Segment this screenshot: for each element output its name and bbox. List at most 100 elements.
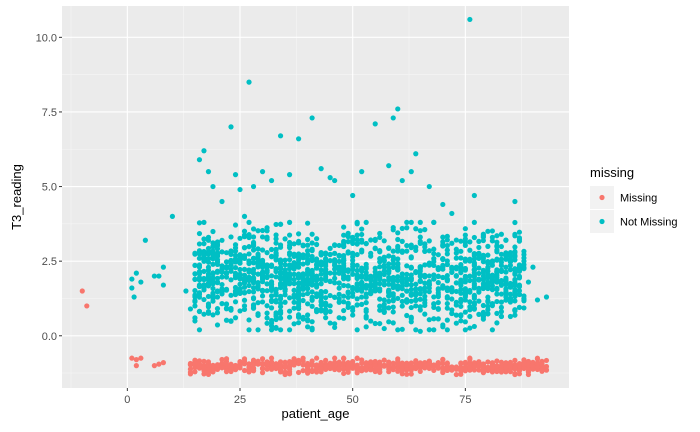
legend-swatch-not-missing bbox=[599, 218, 605, 225]
data-point bbox=[426, 317, 432, 323]
data-point bbox=[232, 264, 239, 271]
data-point bbox=[323, 300, 329, 306]
data-point bbox=[205, 301, 212, 307]
data-point bbox=[336, 285, 342, 291]
data-point bbox=[341, 224, 347, 230]
data-point bbox=[458, 296, 464, 302]
data-point bbox=[395, 256, 401, 262]
data-point bbox=[408, 265, 414, 271]
data-point bbox=[368, 318, 374, 324]
data-point bbox=[219, 249, 225, 255]
data-point bbox=[241, 255, 248, 261]
data-point bbox=[332, 366, 338, 373]
data-point bbox=[498, 277, 504, 284]
data-point bbox=[417, 273, 423, 279]
data-point bbox=[228, 248, 234, 254]
data-point bbox=[241, 279, 248, 285]
data-point bbox=[259, 299, 266, 305]
data-point bbox=[404, 288, 410, 294]
data-point bbox=[458, 238, 464, 244]
data-point bbox=[359, 226, 365, 232]
data-point bbox=[404, 281, 410, 287]
data-point bbox=[512, 271, 518, 277]
data-point bbox=[282, 286, 288, 292]
data-point bbox=[386, 287, 392, 293]
data-point bbox=[413, 292, 419, 298]
data-point bbox=[471, 219, 477, 225]
data-point bbox=[237, 235, 243, 241]
data-point bbox=[129, 276, 135, 282]
data-point bbox=[408, 371, 414, 377]
data-point bbox=[296, 136, 302, 142]
data-point bbox=[431, 367, 437, 373]
data-point bbox=[381, 306, 387, 312]
data-point bbox=[494, 249, 500, 255]
data-point bbox=[521, 298, 527, 304]
data-point bbox=[390, 297, 396, 303]
data-point bbox=[512, 244, 518, 250]
data-point bbox=[341, 253, 347, 259]
data-point bbox=[417, 362, 423, 369]
x-tick-label: 50 bbox=[347, 394, 359, 406]
data-point bbox=[246, 269, 252, 275]
data-point bbox=[507, 362, 514, 368]
data-point bbox=[363, 324, 369, 330]
data-point bbox=[453, 264, 459, 270]
data-point bbox=[305, 279, 311, 285]
data-point bbox=[336, 291, 342, 297]
data-point bbox=[341, 299, 347, 305]
data-point bbox=[462, 226, 468, 232]
data-point bbox=[187, 362, 194, 368]
data-point bbox=[431, 251, 437, 257]
data-point bbox=[277, 221, 284, 227]
data-point bbox=[390, 320, 396, 326]
data-point bbox=[381, 357, 387, 363]
data-point bbox=[494, 286, 500, 293]
data-point bbox=[228, 368, 234, 375]
data-point bbox=[467, 355, 473, 361]
data-point bbox=[381, 262, 387, 268]
data-point bbox=[345, 294, 351, 300]
data-point bbox=[507, 291, 514, 297]
data-point bbox=[350, 235, 356, 241]
data-point bbox=[201, 296, 207, 303]
data-point bbox=[395, 361, 401, 367]
data-point bbox=[345, 300, 351, 306]
data-point bbox=[408, 242, 414, 248]
data-point bbox=[305, 252, 311, 258]
data-point bbox=[516, 229, 523, 235]
data-point bbox=[462, 286, 468, 292]
data-point bbox=[219, 198, 225, 205]
data-point bbox=[250, 226, 257, 232]
data-point bbox=[151, 273, 157, 279]
data-point bbox=[250, 260, 257, 266]
data-point bbox=[300, 368, 306, 374]
data-point bbox=[142, 237, 148, 243]
data-point bbox=[336, 360, 342, 366]
data-point bbox=[250, 357, 257, 363]
data-point bbox=[467, 16, 473, 23]
data-point bbox=[485, 252, 491, 258]
data-point bbox=[196, 271, 203, 277]
data-point bbox=[404, 312, 410, 319]
data-point bbox=[404, 225, 410, 231]
data-point bbox=[318, 259, 324, 265]
data-point bbox=[268, 305, 275, 311]
data-point bbox=[390, 254, 396, 260]
data-point bbox=[476, 285, 482, 291]
data-point bbox=[363, 266, 369, 272]
x-tick-label: 25 bbox=[234, 394, 246, 406]
data-point bbox=[345, 369, 351, 375]
data-point bbox=[196, 308, 203, 315]
data-point bbox=[273, 246, 279, 252]
data-point bbox=[363, 300, 369, 306]
data-point bbox=[512, 277, 518, 284]
data-point bbox=[480, 281, 486, 287]
data-point bbox=[377, 286, 383, 292]
data-point bbox=[237, 252, 243, 258]
data-point bbox=[196, 327, 203, 333]
data-point bbox=[354, 370, 360, 376]
data-point bbox=[435, 299, 441, 306]
data-point bbox=[435, 294, 441, 300]
data-point bbox=[296, 320, 302, 326]
